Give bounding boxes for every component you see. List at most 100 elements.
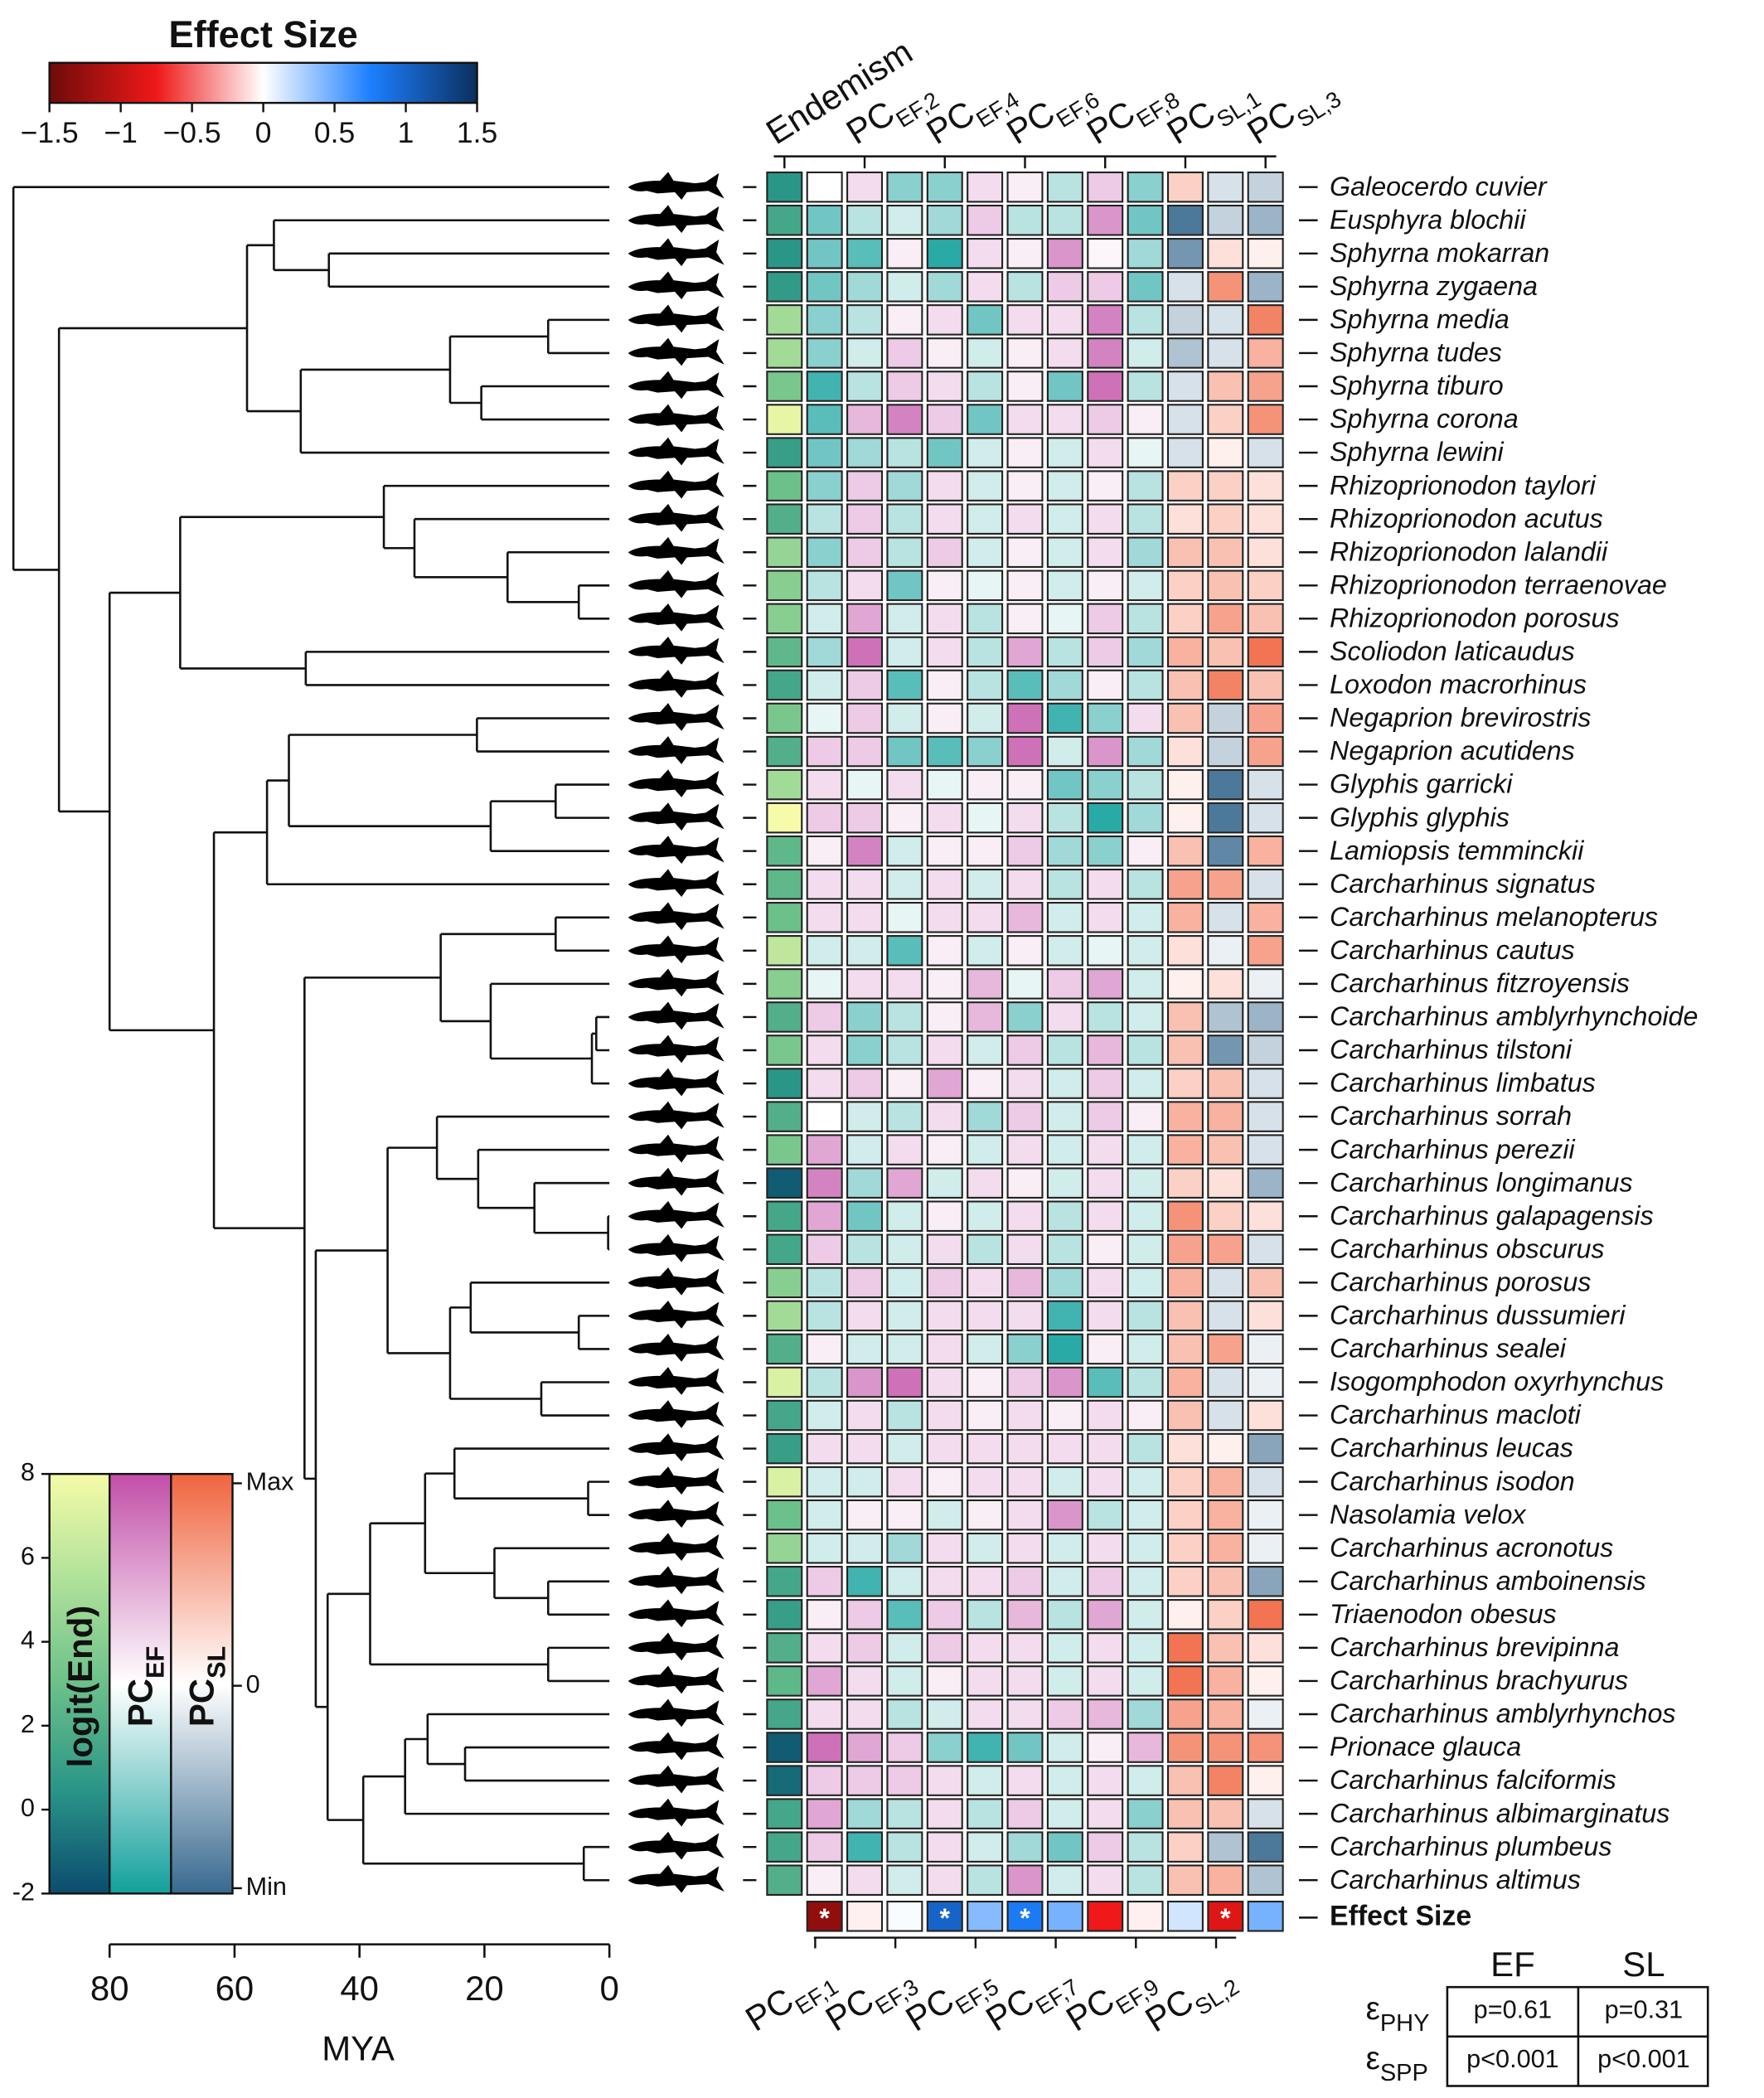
heat-cell bbox=[1046, 1267, 1083, 1299]
heat-cell bbox=[1006, 603, 1044, 635]
heat-cell bbox=[886, 1831, 923, 1863]
heat-cell bbox=[886, 1499, 923, 1531]
heat-cell bbox=[926, 437, 963, 468]
heat-cell bbox=[846, 1466, 884, 1498]
shark-icon bbox=[628, 1400, 724, 1428]
effect-tick-label: −0.5 bbox=[163, 116, 221, 149]
effect-cell bbox=[1247, 1900, 1284, 1932]
heat-cell bbox=[766, 536, 803, 569]
species-label: Glyphis glyphis bbox=[1330, 802, 1510, 832]
heat-cell bbox=[1087, 1798, 1124, 1829]
heat-cell bbox=[1087, 1698, 1124, 1730]
heat-cell bbox=[1087, 1765, 1124, 1796]
species-label: Sphyrna media bbox=[1330, 304, 1510, 334]
heat-cell bbox=[766, 1001, 803, 1033]
heat-cell bbox=[1087, 1532, 1124, 1564]
table-row-label: εPHY bbox=[1366, 1991, 1430, 2036]
shark-icon bbox=[628, 1765, 724, 1794]
heat-cell bbox=[1207, 1068, 1244, 1099]
effect-cell bbox=[846, 1900, 884, 1932]
heat-cell bbox=[926, 1366, 963, 1398]
heat-cell bbox=[1127, 1599, 1164, 1630]
heat-cell bbox=[766, 1366, 803, 1398]
heat-cell bbox=[1006, 1333, 1044, 1365]
heat-cell bbox=[1127, 1632, 1164, 1664]
heat-cell bbox=[806, 503, 843, 535]
heat-cell bbox=[1247, 768, 1284, 801]
heat-cell bbox=[1166, 1798, 1204, 1829]
heat-cell bbox=[806, 603, 843, 635]
heat-cell bbox=[846, 404, 884, 435]
species-label: Eusphyra blochii bbox=[1330, 205, 1526, 235]
heat-cell bbox=[1247, 968, 1284, 1000]
heat-cell bbox=[1127, 1565, 1164, 1597]
heat-cell bbox=[1006, 1399, 1044, 1432]
heat-cell bbox=[846, 1200, 884, 1233]
heat-cell bbox=[806, 902, 843, 933]
heat-cell bbox=[806, 669, 843, 701]
table-row-label: εSPP bbox=[1366, 2041, 1428, 2086]
species-label: Rhizoprionodon porosus bbox=[1330, 603, 1619, 632]
heat-cell bbox=[766, 1134, 803, 1165]
heat-cell bbox=[1006, 835, 1044, 867]
heat-cell bbox=[1166, 1599, 1204, 1630]
heat-cell bbox=[1046, 735, 1083, 768]
heat-cell bbox=[1207, 171, 1244, 203]
heat-cell bbox=[1006, 1068, 1044, 1099]
shark-icon bbox=[628, 1134, 724, 1163]
heat-cell bbox=[1166, 1399, 1204, 1432]
heat-cell bbox=[766, 569, 803, 602]
heat-cell bbox=[926, 1200, 963, 1233]
heat-cell bbox=[1207, 1366, 1244, 1398]
heat-cell bbox=[1207, 204, 1244, 236]
heat-cell bbox=[1006, 768, 1044, 801]
legend-bar bbox=[170, 1472, 234, 1895]
species-label: Carcharhinus signatus bbox=[1330, 869, 1596, 899]
heat-cell bbox=[1006, 1233, 1044, 1266]
heat-cell bbox=[766, 304, 803, 336]
heat-cell bbox=[967, 1333, 1004, 1365]
heat-cell bbox=[806, 1798, 843, 1829]
heat-cell bbox=[1087, 669, 1124, 701]
heat-cell bbox=[1166, 1068, 1204, 1099]
heat-cell bbox=[1166, 968, 1204, 1000]
heat-cell bbox=[1046, 1432, 1083, 1465]
heat-cell bbox=[967, 1466, 1004, 1498]
heat-cell bbox=[1046, 1200, 1083, 1233]
heat-cell bbox=[806, 1399, 843, 1432]
heat-cell bbox=[846, 669, 884, 701]
heat-cell bbox=[766, 1565, 803, 1597]
heat-cell bbox=[766, 1034, 803, 1066]
heat-cell bbox=[1127, 1267, 1164, 1299]
heat-cell bbox=[967, 404, 1004, 435]
heat-cell bbox=[1006, 304, 1044, 336]
heat-cell bbox=[1247, 1665, 1284, 1697]
heat-cell bbox=[886, 1632, 923, 1664]
heat-cell bbox=[806, 1300, 843, 1332]
heat-cell bbox=[1006, 1599, 1044, 1630]
heat-cell bbox=[1207, 1466, 1244, 1498]
species-label: Carcharhinus tilstoni bbox=[1330, 1034, 1573, 1064]
species-label: Carcharhinus amboinensis bbox=[1330, 1566, 1646, 1596]
heat-cell bbox=[1166, 1565, 1204, 1597]
heat-cell bbox=[1127, 371, 1164, 402]
heat-cell bbox=[1207, 669, 1244, 701]
heat-cell bbox=[1207, 1732, 1244, 1763]
heat-cell bbox=[967, 1599, 1004, 1630]
heat-cell bbox=[1006, 1134, 1044, 1165]
heat-cell bbox=[1247, 238, 1284, 269]
heat-cell bbox=[766, 1864, 803, 1897]
heat-cell bbox=[967, 569, 1004, 602]
heat-cell bbox=[886, 1466, 923, 1498]
shark-icon bbox=[628, 1367, 724, 1395]
heat-cell bbox=[926, 569, 963, 602]
heat-cell bbox=[846, 1798, 884, 1829]
heat-cell bbox=[766, 868, 803, 900]
heat-cell bbox=[1006, 802, 1044, 834]
heat-cell bbox=[1006, 669, 1044, 701]
species-label: Carcharhinus acronotus bbox=[1330, 1533, 1613, 1563]
heat-cell bbox=[926, 404, 963, 435]
heat-cell bbox=[1166, 437, 1204, 468]
heat-cell bbox=[1006, 204, 1044, 236]
